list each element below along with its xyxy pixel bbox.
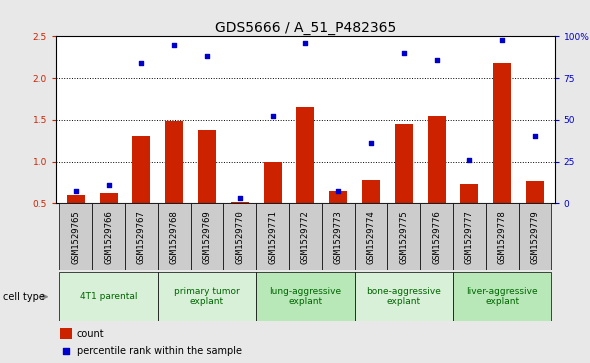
- Bar: [60, 272, 158, 321]
- Text: GSM1529778: GSM1529778: [497, 210, 507, 264]
- Bar: [460, 184, 478, 203]
- Text: GSM1529777: GSM1529777: [465, 210, 474, 264]
- Text: count: count: [77, 329, 104, 339]
- Point: [202, 53, 212, 58]
- Text: bone-aggressive
explant: bone-aggressive explant: [366, 287, 441, 306]
- Text: cell type: cell type: [3, 292, 45, 302]
- Text: GSM1529768: GSM1529768: [170, 210, 179, 264]
- Bar: [165, 122, 183, 203]
- Point: [300, 40, 310, 46]
- Bar: [453, 272, 551, 321]
- Bar: [428, 115, 445, 203]
- Text: GSM1529765: GSM1529765: [71, 210, 80, 264]
- Text: GSM1529774: GSM1529774: [366, 210, 375, 264]
- Point: [333, 188, 343, 194]
- Point: [399, 50, 408, 56]
- Point: [268, 113, 277, 118]
- Point: [366, 140, 376, 146]
- Bar: [329, 191, 347, 203]
- Text: GSM1529772: GSM1529772: [301, 210, 310, 264]
- Bar: [256, 272, 355, 321]
- Text: GSM1529779: GSM1529779: [530, 210, 539, 264]
- Point: [71, 188, 80, 194]
- Bar: [256, 203, 289, 270]
- Point: [497, 37, 507, 43]
- Text: GSM1529770: GSM1529770: [235, 210, 244, 264]
- Text: GSM1529766: GSM1529766: [104, 210, 113, 264]
- Text: GSM1529773: GSM1529773: [333, 210, 343, 264]
- Bar: [264, 162, 281, 203]
- Bar: [198, 130, 216, 203]
- Bar: [355, 272, 453, 321]
- Text: primary tumor
explant: primary tumor explant: [174, 287, 240, 306]
- Bar: [322, 203, 355, 270]
- Bar: [362, 180, 380, 203]
- Bar: [526, 181, 544, 203]
- Point: [530, 134, 540, 139]
- Point: [169, 42, 179, 48]
- Point: [235, 195, 244, 201]
- Point: [137, 60, 146, 66]
- Bar: [60, 328, 72, 339]
- Bar: [158, 203, 191, 270]
- Bar: [125, 203, 158, 270]
- Text: 4T1 parental: 4T1 parental: [80, 292, 137, 301]
- Bar: [486, 203, 519, 270]
- Bar: [231, 201, 249, 203]
- Point: [61, 348, 70, 354]
- Bar: [158, 272, 256, 321]
- Bar: [289, 203, 322, 270]
- Bar: [92, 203, 125, 270]
- Text: GSM1529776: GSM1529776: [432, 210, 441, 264]
- Text: lung-aggressive
explant: lung-aggressive explant: [269, 287, 342, 306]
- Text: GSM1529775: GSM1529775: [399, 210, 408, 264]
- Text: GSM1529771: GSM1529771: [268, 210, 277, 264]
- Point: [432, 57, 441, 62]
- Bar: [395, 124, 413, 203]
- Bar: [355, 203, 387, 270]
- Point: [104, 182, 113, 188]
- Bar: [387, 203, 420, 270]
- Bar: [60, 203, 92, 270]
- Bar: [67, 195, 85, 203]
- Title: GDS5666 / A_51_P482365: GDS5666 / A_51_P482365: [215, 21, 396, 35]
- Bar: [420, 203, 453, 270]
- Text: liver-aggressive
explant: liver-aggressive explant: [466, 287, 538, 306]
- Bar: [493, 63, 511, 203]
- Text: percentile rank within the sample: percentile rank within the sample: [77, 346, 242, 356]
- Point: [464, 157, 474, 163]
- Text: GSM1529767: GSM1529767: [137, 210, 146, 264]
- Text: GSM1529769: GSM1529769: [202, 210, 211, 264]
- Bar: [224, 203, 256, 270]
- Bar: [191, 203, 224, 270]
- Bar: [100, 193, 117, 203]
- Bar: [296, 107, 314, 203]
- Bar: [132, 136, 150, 203]
- Bar: [453, 203, 486, 270]
- Bar: [519, 203, 551, 270]
